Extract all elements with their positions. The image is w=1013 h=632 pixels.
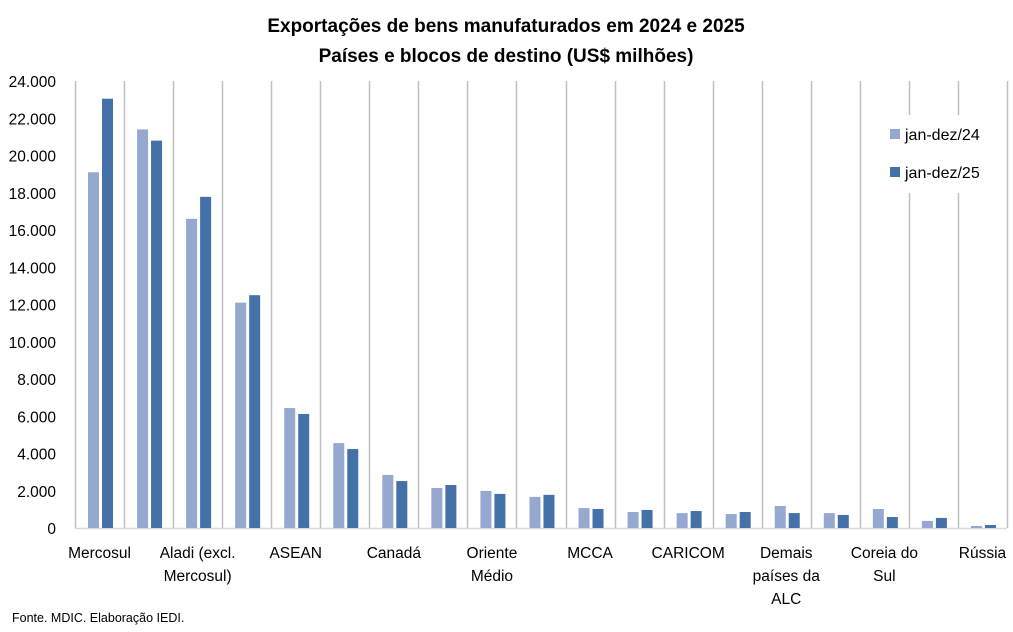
bar-2025 bbox=[837, 514, 849, 528]
bar-2025 bbox=[788, 513, 800, 528]
bar-2025 bbox=[347, 449, 359, 528]
bar-2025 bbox=[249, 295, 261, 528]
bar-2024 bbox=[235, 302, 247, 528]
bar-2024 bbox=[774, 506, 786, 528]
y-tick-label: 16.000 bbox=[9, 223, 57, 240]
bar-2025 bbox=[739, 511, 751, 528]
x-tick-label: Mercosul) bbox=[164, 568, 232, 585]
y-tick-label: 4.000 bbox=[17, 447, 56, 464]
bar-2024 bbox=[872, 509, 884, 528]
y-tick-label: 22.000 bbox=[9, 111, 57, 128]
bar-2025 bbox=[543, 494, 555, 528]
x-tick-label: Coreia do bbox=[851, 545, 918, 562]
bar-2025 bbox=[935, 517, 947, 528]
bar-2024 bbox=[529, 496, 541, 528]
bar-2024 bbox=[725, 514, 737, 528]
bar-2025 bbox=[298, 414, 310, 528]
chart-subtitle: Países e blocos de destino (US$ milhões) bbox=[319, 46, 694, 67]
source-note: Fonte. MDIC. Elaboração IEDI. bbox=[12, 611, 185, 625]
legend-label: jan-dez/25 bbox=[904, 165, 980, 182]
y-tick-label: 14.000 bbox=[9, 260, 57, 277]
y-tick-label: 2.000 bbox=[17, 484, 56, 501]
bar-2024 bbox=[88, 172, 99, 528]
x-tick-label: Demais bbox=[760, 545, 813, 562]
bar-2025 bbox=[494, 493, 506, 528]
x-tick-label: Aladi (excl. bbox=[160, 545, 236, 562]
x-tick-label: ASEAN bbox=[269, 545, 322, 562]
x-tick-label: Canadá bbox=[367, 545, 422, 562]
bar-2024 bbox=[333, 443, 345, 528]
bar-2025 bbox=[984, 525, 996, 528]
chart-title: Exportações de bens manufaturados em 202… bbox=[267, 16, 745, 37]
y-tick-label: 10.000 bbox=[9, 335, 57, 352]
y-tick-label: 8.000 bbox=[17, 372, 56, 389]
legend-background bbox=[882, 115, 1000, 193]
bar-2025 bbox=[886, 517, 898, 528]
bar-2025 bbox=[102, 98, 113, 528]
x-tick-label: Médio bbox=[471, 568, 513, 585]
x-tick-label: MCCA bbox=[567, 545, 613, 562]
y-tick-label: 24.000 bbox=[9, 74, 57, 91]
bar-2025 bbox=[690, 511, 702, 528]
y-axis: 0 2.000 4.000 6.000 8.000 10.000 12.000 14.000 1… bbox=[9, 74, 57, 538]
x-tick-label: países da bbox=[753, 568, 821, 585]
x-tick-label: Rússia bbox=[959, 545, 1007, 562]
bar-2025 bbox=[592, 509, 604, 528]
bar-2025 bbox=[151, 140, 163, 528]
legend-swatch bbox=[890, 129, 900, 139]
bar-2025 bbox=[641, 509, 653, 528]
x-tick-label: Sul bbox=[873, 568, 895, 585]
bar-2024 bbox=[431, 487, 443, 528]
bar-2024 bbox=[823, 513, 835, 528]
legend-label: jan-dez/24 bbox=[904, 127, 980, 144]
bar-2025 bbox=[396, 481, 408, 528]
bars bbox=[88, 98, 996, 529]
x-tick-label: Oriente bbox=[467, 545, 518, 562]
bar-2024 bbox=[382, 474, 394, 528]
bar-2024 bbox=[186, 218, 198, 528]
bar-2024 bbox=[284, 408, 296, 528]
bar-2024 bbox=[480, 490, 492, 528]
gridlines bbox=[74, 81, 1009, 530]
y-tick-label: 20.000 bbox=[9, 149, 57, 166]
bar-2024 bbox=[137, 129, 149, 529]
y-tick-label: 0 bbox=[47, 521, 56, 538]
bar-2025 bbox=[445, 484, 457, 528]
x-tick-label: ALC bbox=[771, 591, 801, 608]
bar-2024 bbox=[970, 525, 982, 528]
y-tick-label: 12.000 bbox=[9, 298, 57, 315]
legend: jan-dez/24 jan-dez/25 bbox=[882, 115, 1000, 193]
legend-swatch bbox=[890, 167, 900, 177]
x-tick-label: CARICOM bbox=[652, 545, 725, 562]
y-tick-label: 18.000 bbox=[9, 186, 57, 203]
x-axis: Mercosul Aladi (excl. Mercosul) ASEAN Canadá… bbox=[68, 545, 1006, 608]
bar-2024 bbox=[578, 508, 590, 528]
bar-2024 bbox=[676, 513, 688, 528]
bar-2025 bbox=[200, 196, 212, 528]
bar-2024 bbox=[627, 511, 639, 528]
bar-2024 bbox=[921, 520, 933, 528]
y-tick-label: 6.000 bbox=[17, 409, 56, 426]
x-tick-label: Mercosul bbox=[68, 545, 131, 562]
